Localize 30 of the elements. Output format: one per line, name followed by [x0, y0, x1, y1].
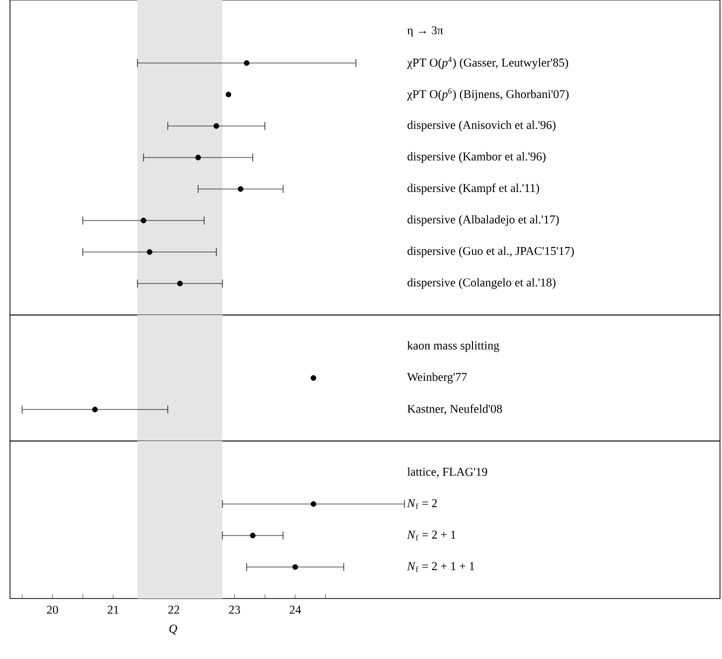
y-tick-label: χPT O(p$^{6}$) (Bijnens, Ghorbani'07): [407, 88, 569, 101]
x-tick-label: 20: [47, 606, 58, 614]
point: [146, 249, 152, 255]
point: [214, 123, 220, 129]
point: [195, 154, 201, 160]
point: [238, 186, 244, 192]
y-tick-label: dispersive (Colangelo et al.'18): [408, 278, 556, 289]
y-tick-label: dispersive (Albaladejo et al.'17): [408, 215, 559, 226]
y-tick-label: N$_{f}$ = 2 + 1 + 1: [407, 562, 474, 572]
chart-title: lattice, FLAG'19: [407, 467, 488, 478]
y-tick-label: Weinberg'77: [407, 372, 467, 384]
x-tick-label: 23: [229, 606, 240, 614]
x-tick-label: 22: [168, 606, 180, 614]
y-tick-label: dispersive (Guo et al., JPAC'15'17): [408, 246, 574, 258]
x-axis-title: Q: [169, 624, 178, 635]
chart-title: η → 3π: [407, 26, 444, 37]
y-tick-label: N$_{f}$ = 2 + 1: [407, 530, 456, 540]
chart-title: kaon mass splitting: [407, 341, 500, 352]
y-tick-label: dispersive (Kambor et al.'96): [408, 152, 546, 163]
y-tick-label: dispersive (Anisovich et al.'96): [408, 120, 556, 132]
y-tick-label: Kastner, Neufeld'08: [407, 404, 502, 415]
point: [244, 60, 250, 66]
point: [140, 218, 146, 224]
x-tick-label: 24: [290, 606, 302, 614]
x-tick-label: 21: [108, 606, 118, 614]
y-tick-label: χPT O(p$^{4}$) (Gasser, Leutwyler'85): [407, 56, 568, 70]
point: [177, 280, 183, 286]
point: [226, 92, 232, 98]
y-tick-label: N$_{f}$ = 2: [407, 499, 437, 509]
y-tick-label: dispersive (Kampf et al.'11): [408, 184, 540, 194]
